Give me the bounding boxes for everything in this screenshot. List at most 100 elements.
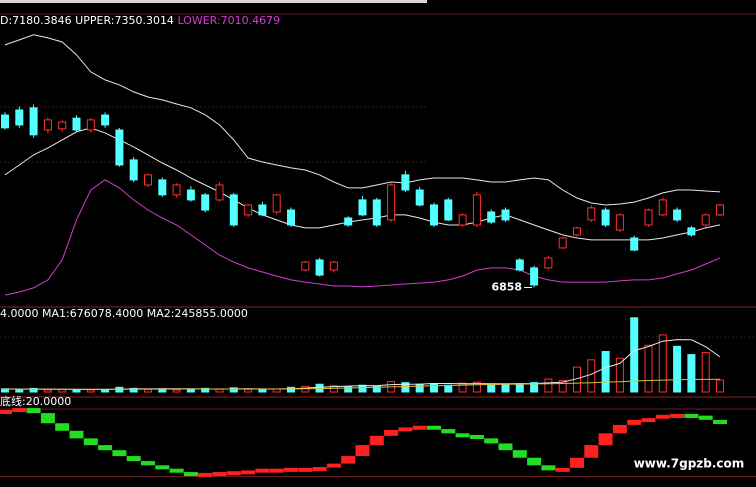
indicator-step	[69, 430, 84, 439]
volume-bar	[29, 387, 38, 393]
candle-body	[544, 257, 553, 269]
candle-body	[687, 227, 696, 236]
volume-bar	[515, 383, 524, 393]
candle-body	[344, 217, 353, 226]
indicator-step	[341, 456, 356, 464]
candle-body	[415, 189, 424, 206]
plot-layer: 6858 D:7180.3846 UPPER:7350.3014 LOWER:70…	[0, 14, 756, 478]
band-line	[4, 34, 721, 206]
volume-bar	[544, 378, 553, 393]
volume-bar	[630, 317, 639, 393]
candle-body	[58, 121, 67, 130]
volume-bar	[344, 386, 353, 393]
indicator-step	[326, 463, 341, 468]
candle-body	[201, 194, 210, 211]
volume-bar	[358, 384, 367, 393]
indicator-step	[612, 424, 627, 434]
candle-body	[673, 209, 682, 221]
indicator-step	[641, 418, 656, 423]
volume-bar	[430, 383, 438, 393]
legend-entry: LOWER:7010.4679	[177, 14, 280, 27]
candle-body	[401, 174, 410, 191]
candle-body	[644, 209, 653, 226]
candle-body	[315, 259, 324, 276]
indicator-step	[713, 419, 727, 425]
candle-body	[530, 267, 539, 286]
indicator-step	[527, 457, 542, 466]
volume-bar	[186, 388, 195, 393]
candle-body	[573, 227, 581, 236]
indicator-step	[298, 467, 313, 472]
volume-bar	[258, 389, 267, 393]
indicator-step	[484, 438, 499, 444]
indicator-step	[226, 471, 241, 476]
candle-body	[716, 204, 724, 216]
indicator-step	[169, 468, 184, 473]
candle-body	[487, 211, 496, 223]
indicator-step	[183, 472, 198, 477]
legend-entry: 4.0000	[0, 307, 39, 320]
volume-bar	[229, 387, 238, 393]
volume-bar	[701, 352, 710, 393]
candle-body	[258, 204, 267, 216]
candle-body	[301, 261, 310, 271]
volume-bar	[15, 388, 24, 393]
candle-body	[158, 179, 167, 196]
window-edge	[0, 0, 427, 3]
candle-body	[372, 199, 381, 226]
indicator-step	[198, 472, 213, 477]
indicator-step	[98, 445, 113, 451]
indicator-step	[441, 429, 456, 434]
candle-body	[615, 214, 624, 231]
indicator-step	[455, 433, 470, 438]
volume-bar	[501, 384, 510, 393]
indicator-header: 底线:20.0000	[0, 394, 71, 408]
candle-body	[387, 184, 396, 221]
volume-bar	[329, 385, 338, 393]
indicator-step	[0, 409, 12, 414]
indicator-step	[412, 425, 427, 430]
indicator-step	[670, 413, 685, 418]
indicator-step	[598, 433, 613, 446]
indicator-step	[112, 450, 127, 457]
indicator-step	[255, 468, 270, 473]
candle-body	[515, 259, 524, 271]
indicator-step	[12, 408, 27, 413]
band-line	[4, 127, 721, 241]
volume-bar	[615, 357, 624, 393]
volume-bar	[601, 351, 610, 393]
candle-body	[129, 159, 138, 181]
legend-entry: UPPER:7350.3014	[75, 14, 174, 27]
indicator-step	[655, 414, 670, 419]
volume-bar	[673, 345, 682, 393]
indicator-step	[498, 443, 513, 451]
volume-bar	[587, 359, 596, 393]
indicator-step	[241, 470, 256, 475]
indicator-step	[55, 423, 70, 431]
indicator-step	[269, 468, 284, 473]
volume-bar	[458, 382, 467, 393]
candle-body	[186, 189, 195, 201]
volume-bar	[415, 383, 424, 393]
volume-bar	[43, 389, 52, 393]
indicator-step	[126, 456, 141, 462]
volume-bar	[244, 388, 253, 393]
legend-entry: MA2:245855.0000	[147, 307, 248, 320]
volume-bar	[86, 389, 95, 393]
candle-body	[329, 261, 338, 271]
indicator-step	[83, 438, 98, 446]
indicator-step	[541, 465, 556, 471]
volume-bar	[530, 382, 539, 393]
candle-body	[458, 214, 467, 226]
volume-bar	[558, 380, 567, 393]
indicator-step	[684, 413, 699, 418]
candle-body	[587, 207, 596, 221]
candle-body	[430, 204, 438, 226]
indicator-step	[512, 450, 527, 458]
panel-header: D:7180.3846 UPPER:7350.3014 LOWER:7010.4…	[0, 14, 280, 27]
indicator-step	[469, 435, 484, 439]
candle-body	[115, 129, 124, 166]
candle-body	[558, 237, 567, 249]
indicator-step	[584, 445, 599, 458]
volume-bar	[287, 386, 295, 393]
